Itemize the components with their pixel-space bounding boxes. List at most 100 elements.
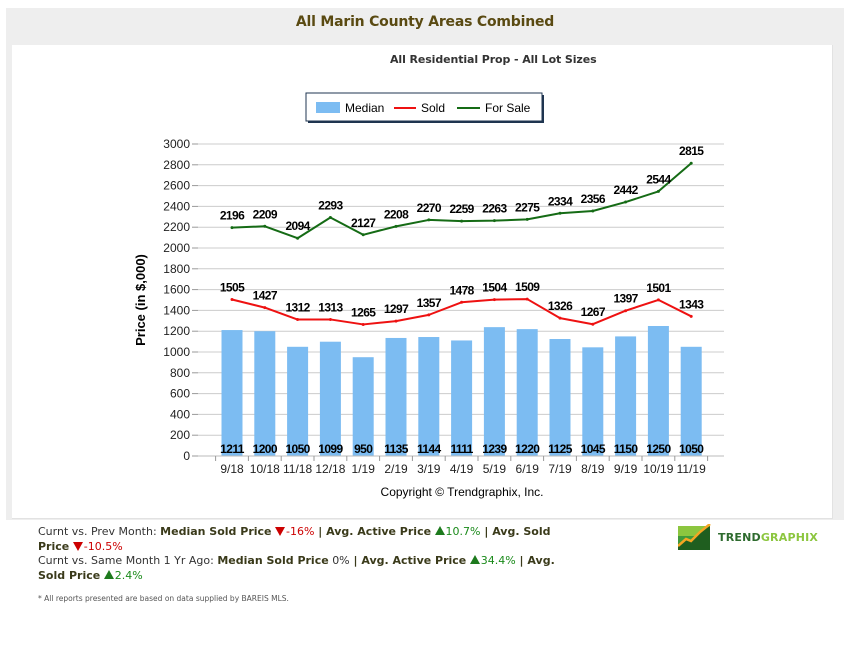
bar-median [549, 339, 571, 456]
x-tick-label: 8/19 [581, 462, 605, 476]
sold-label: Avg. Sold Price [38, 525, 551, 553]
y-tick-label: 1200 [163, 324, 190, 338]
bar-median [451, 340, 473, 456]
line-label: 1267 [581, 305, 606, 319]
x-tick-label: 9/19 [614, 462, 638, 476]
line-label: 1265 [351, 305, 376, 319]
bar-median [582, 347, 604, 456]
bar-label: 1099 [318, 442, 343, 456]
line-label: 1326 [548, 299, 573, 313]
bar-median [385, 337, 407, 456]
chart: 1211 1200 1050 1099 950 1135 1144 1111 1239 1220 1… [133, 92, 724, 499]
point-sold [427, 313, 431, 317]
line-label: 2208 [384, 207, 409, 221]
trendgraphix-logo: TRENDGRAPHIX [678, 524, 818, 550]
y-tick-label: 2400 [163, 199, 190, 213]
sold-label: Avg. Sold Price [38, 554, 555, 582]
point-sold [328, 317, 332, 321]
x-tick-label: 9/18 [220, 462, 244, 476]
line-label: 1478 [449, 283, 474, 297]
legend: Median Sold For Sale [305, 92, 544, 123]
bar-label: 1050 [285, 442, 310, 456]
lines [230, 161, 693, 326]
bar-label: 1135 [384, 442, 409, 456]
bar-median [418, 337, 440, 456]
x-tick-label: 12/18 [315, 462, 345, 476]
bar-label: 1111 [450, 442, 473, 456]
prev-active-change: 10.7% [445, 525, 481, 538]
line-label: 2275 [515, 200, 540, 214]
logo-text: TRENDGRAPHIX [718, 531, 818, 544]
point-for-sale [263, 224, 267, 228]
year-sold-change: 2.4% [114, 568, 143, 582]
legend-swatch-median [316, 102, 340, 113]
footnote: * All reports presented are based on dat… [38, 594, 289, 603]
bar-median [615, 336, 637, 456]
point-for-sale [558, 211, 562, 215]
x-tick-label: 5/19 [483, 462, 507, 476]
line-label: 2356 [581, 192, 606, 206]
prev-month-stats: Curnt vs. Prev Month: Median Sold Price … [38, 525, 558, 554]
point-for-sale [492, 219, 496, 223]
bar-median [680, 346, 702, 456]
y-tick-label: 200 [170, 428, 190, 442]
year-prefix: Curnt vs. Same Month 1 Yr Ago: [38, 554, 218, 567]
y-tick-label: 0 [183, 449, 190, 463]
bar-label: 1239 [482, 442, 507, 456]
axes: 0 200 400 600 800 1000 1200 1400 1600 1800 2000 220… [163, 137, 724, 476]
median-label: Median Sold Price [160, 525, 272, 538]
y-tick-label: 600 [170, 387, 190, 401]
chart-subtitle: All Residential Prop - All Lot Sizes [390, 53, 597, 66]
bar-label: 1125 [548, 442, 573, 456]
separator: | [515, 554, 528, 567]
stats-summary: Curnt vs. Prev Month: Median Sold Price … [38, 525, 558, 583]
bar-median [319, 341, 341, 456]
point-for-sale [230, 226, 234, 230]
y-tick-label: 1000 [163, 345, 190, 359]
legend-label-sold: Sold [421, 101, 445, 115]
legend-label-median: Median [345, 101, 384, 115]
point-for-sale [591, 209, 595, 213]
copyright: Copyright © Trendgraphix, Inc. [381, 485, 544, 499]
y-tick-label: 1400 [163, 303, 190, 317]
line-label: 1427 [253, 289, 278, 303]
point-sold [296, 318, 300, 322]
bar-median [647, 326, 669, 456]
y-tick-label: 3000 [163, 137, 190, 151]
line-label: 2094 [285, 219, 310, 233]
x-tick-label: 3/19 [417, 462, 441, 476]
separator: | [480, 525, 493, 538]
line-label: 1509 [515, 280, 540, 294]
bar-label: 1050 [679, 442, 704, 456]
line-label: 1504 [482, 281, 507, 295]
point-sold [230, 297, 234, 301]
x-tick-label: 6/19 [516, 462, 540, 476]
point-sold [558, 316, 562, 320]
y-tick-label: 2800 [163, 158, 190, 172]
y-tick-label: 2200 [163, 220, 190, 234]
bar-median [254, 331, 276, 456]
point-sold [689, 314, 693, 318]
point-for-sale [427, 218, 431, 222]
legend-label-for-sale: For Sale [485, 101, 531, 115]
point-for-sale [328, 216, 332, 220]
point-for-sale [525, 217, 529, 221]
bar-label: 950 [354, 442, 373, 456]
x-tick-label: 4/19 [450, 462, 474, 476]
prev-month-prefix: Curnt vs. Prev Month: [38, 525, 161, 538]
bar-median [221, 330, 243, 456]
bar-label: 1045 [581, 442, 606, 456]
up-arrow-icon [103, 569, 114, 579]
point-sold [460, 300, 464, 304]
point-sold [263, 306, 267, 310]
point-for-sale [296, 236, 300, 240]
line-label: 2815 [679, 144, 704, 158]
active-label: Avg. Active Price [361, 554, 467, 567]
line-label: 1397 [613, 292, 638, 306]
point-sold [361, 322, 365, 326]
y-tick-label: 1800 [163, 262, 190, 276]
bar-label: 1220 [515, 442, 540, 456]
line-label: 2196 [220, 209, 245, 223]
bar-label: 1200 [253, 442, 278, 456]
year-stats: Curnt vs. Same Month 1 Yr Ago: Median So… [38, 554, 558, 583]
